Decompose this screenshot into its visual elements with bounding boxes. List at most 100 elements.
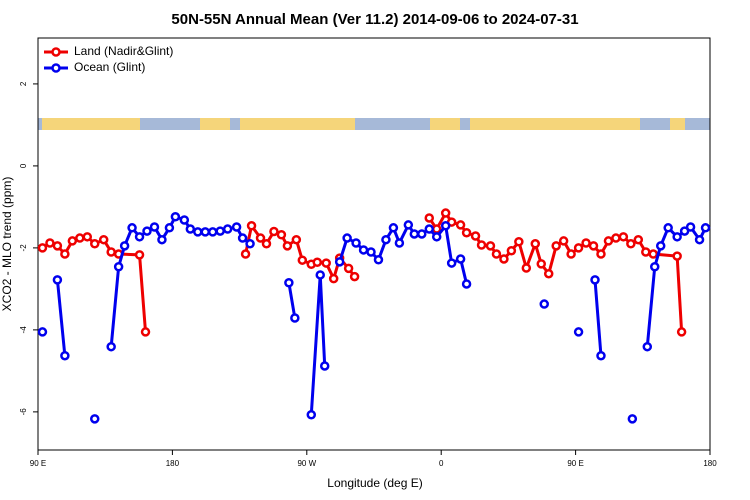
point [45, 238, 55, 248]
point [89, 414, 100, 424]
point [455, 254, 466, 264]
point [485, 241, 496, 251]
point [240, 249, 251, 259]
point [611, 233, 621, 243]
point [215, 226, 225, 236]
point [157, 234, 167, 245]
point [536, 259, 547, 269]
point [558, 236, 569, 246]
point [633, 234, 644, 245]
point [431, 232, 442, 242]
x-axis-label: Longitude (deg E) [327, 476, 422, 490]
legend-label: Land (Nadir&Glint) [74, 44, 173, 58]
x-tick-label: 0 [439, 459, 444, 468]
point [446, 258, 457, 268]
point [676, 327, 687, 337]
point [290, 313, 300, 323]
y-axis-label: XCO2 - MLO trend (ppm) [0, 177, 14, 312]
chart-title: 50N-55N Annual Mean (Ver 11.2) 2014-09-0… [171, 11, 578, 28]
point [521, 263, 532, 273]
point [403, 220, 414, 230]
point [573, 243, 584, 253]
point [334, 257, 345, 267]
x-tick-label: 90 E [567, 459, 583, 468]
y-tick-label: -6 [19, 408, 28, 416]
point [319, 361, 330, 371]
point [596, 249, 606, 259]
legend-marker [51, 47, 61, 57]
point [655, 241, 666, 251]
point [581, 238, 591, 248]
point [89, 239, 100, 249]
point [685, 222, 696, 232]
point [297, 255, 308, 265]
point [573, 327, 584, 337]
point [641, 247, 651, 257]
point [679, 226, 690, 236]
point [231, 222, 242, 232]
point [530, 239, 541, 249]
point [140, 327, 151, 337]
point [476, 240, 487, 250]
point [284, 277, 294, 288]
point [409, 229, 420, 239]
point [440, 208, 451, 218]
plot-frame [37, 37, 711, 451]
point [269, 226, 279, 237]
point [134, 250, 145, 260]
point [543, 268, 554, 279]
point [514, 236, 524, 247]
point [343, 263, 354, 274]
point [98, 234, 109, 245]
point [321, 258, 331, 268]
point [596, 350, 606, 361]
point [106, 247, 116, 257]
point [237, 233, 248, 243]
point [642, 341, 653, 352]
point [381, 234, 391, 245]
point [245, 239, 255, 249]
point [315, 270, 325, 280]
point [566, 249, 576, 259]
x-tick-label: 180 [166, 459, 180, 468]
point [351, 238, 361, 248]
point [75, 233, 85, 243]
point [106, 341, 116, 352]
point [60, 350, 70, 361]
series-line [55, 214, 707, 415]
point [52, 241, 63, 251]
point [193, 227, 203, 237]
point [417, 229, 427, 239]
point [312, 257, 323, 267]
point [127, 223, 137, 233]
point [694, 234, 705, 245]
point [67, 236, 78, 246]
point [649, 262, 660, 272]
series-line [41, 210, 684, 333]
point [37, 243, 48, 253]
point [200, 227, 211, 237]
point [179, 215, 190, 225]
point [149, 222, 160, 232]
point [461, 279, 472, 289]
point [222, 224, 233, 234]
point [373, 255, 384, 265]
y-tick-label: -4 [19, 326, 28, 334]
y-tick-label: 0 [19, 163, 28, 168]
point [700, 223, 711, 233]
point [627, 414, 638, 424]
point [551, 241, 561, 251]
point [60, 249, 70, 259]
point [626, 239, 636, 249]
point [306, 409, 317, 420]
x-tick-label: 180 [703, 459, 717, 468]
point [255, 233, 266, 243]
point [648, 249, 659, 259]
point [142, 226, 152, 236]
point [394, 238, 405, 248]
point [388, 223, 399, 233]
point [82, 232, 93, 242]
point [207, 227, 218, 237]
land-ocean-strip [38, 118, 710, 130]
